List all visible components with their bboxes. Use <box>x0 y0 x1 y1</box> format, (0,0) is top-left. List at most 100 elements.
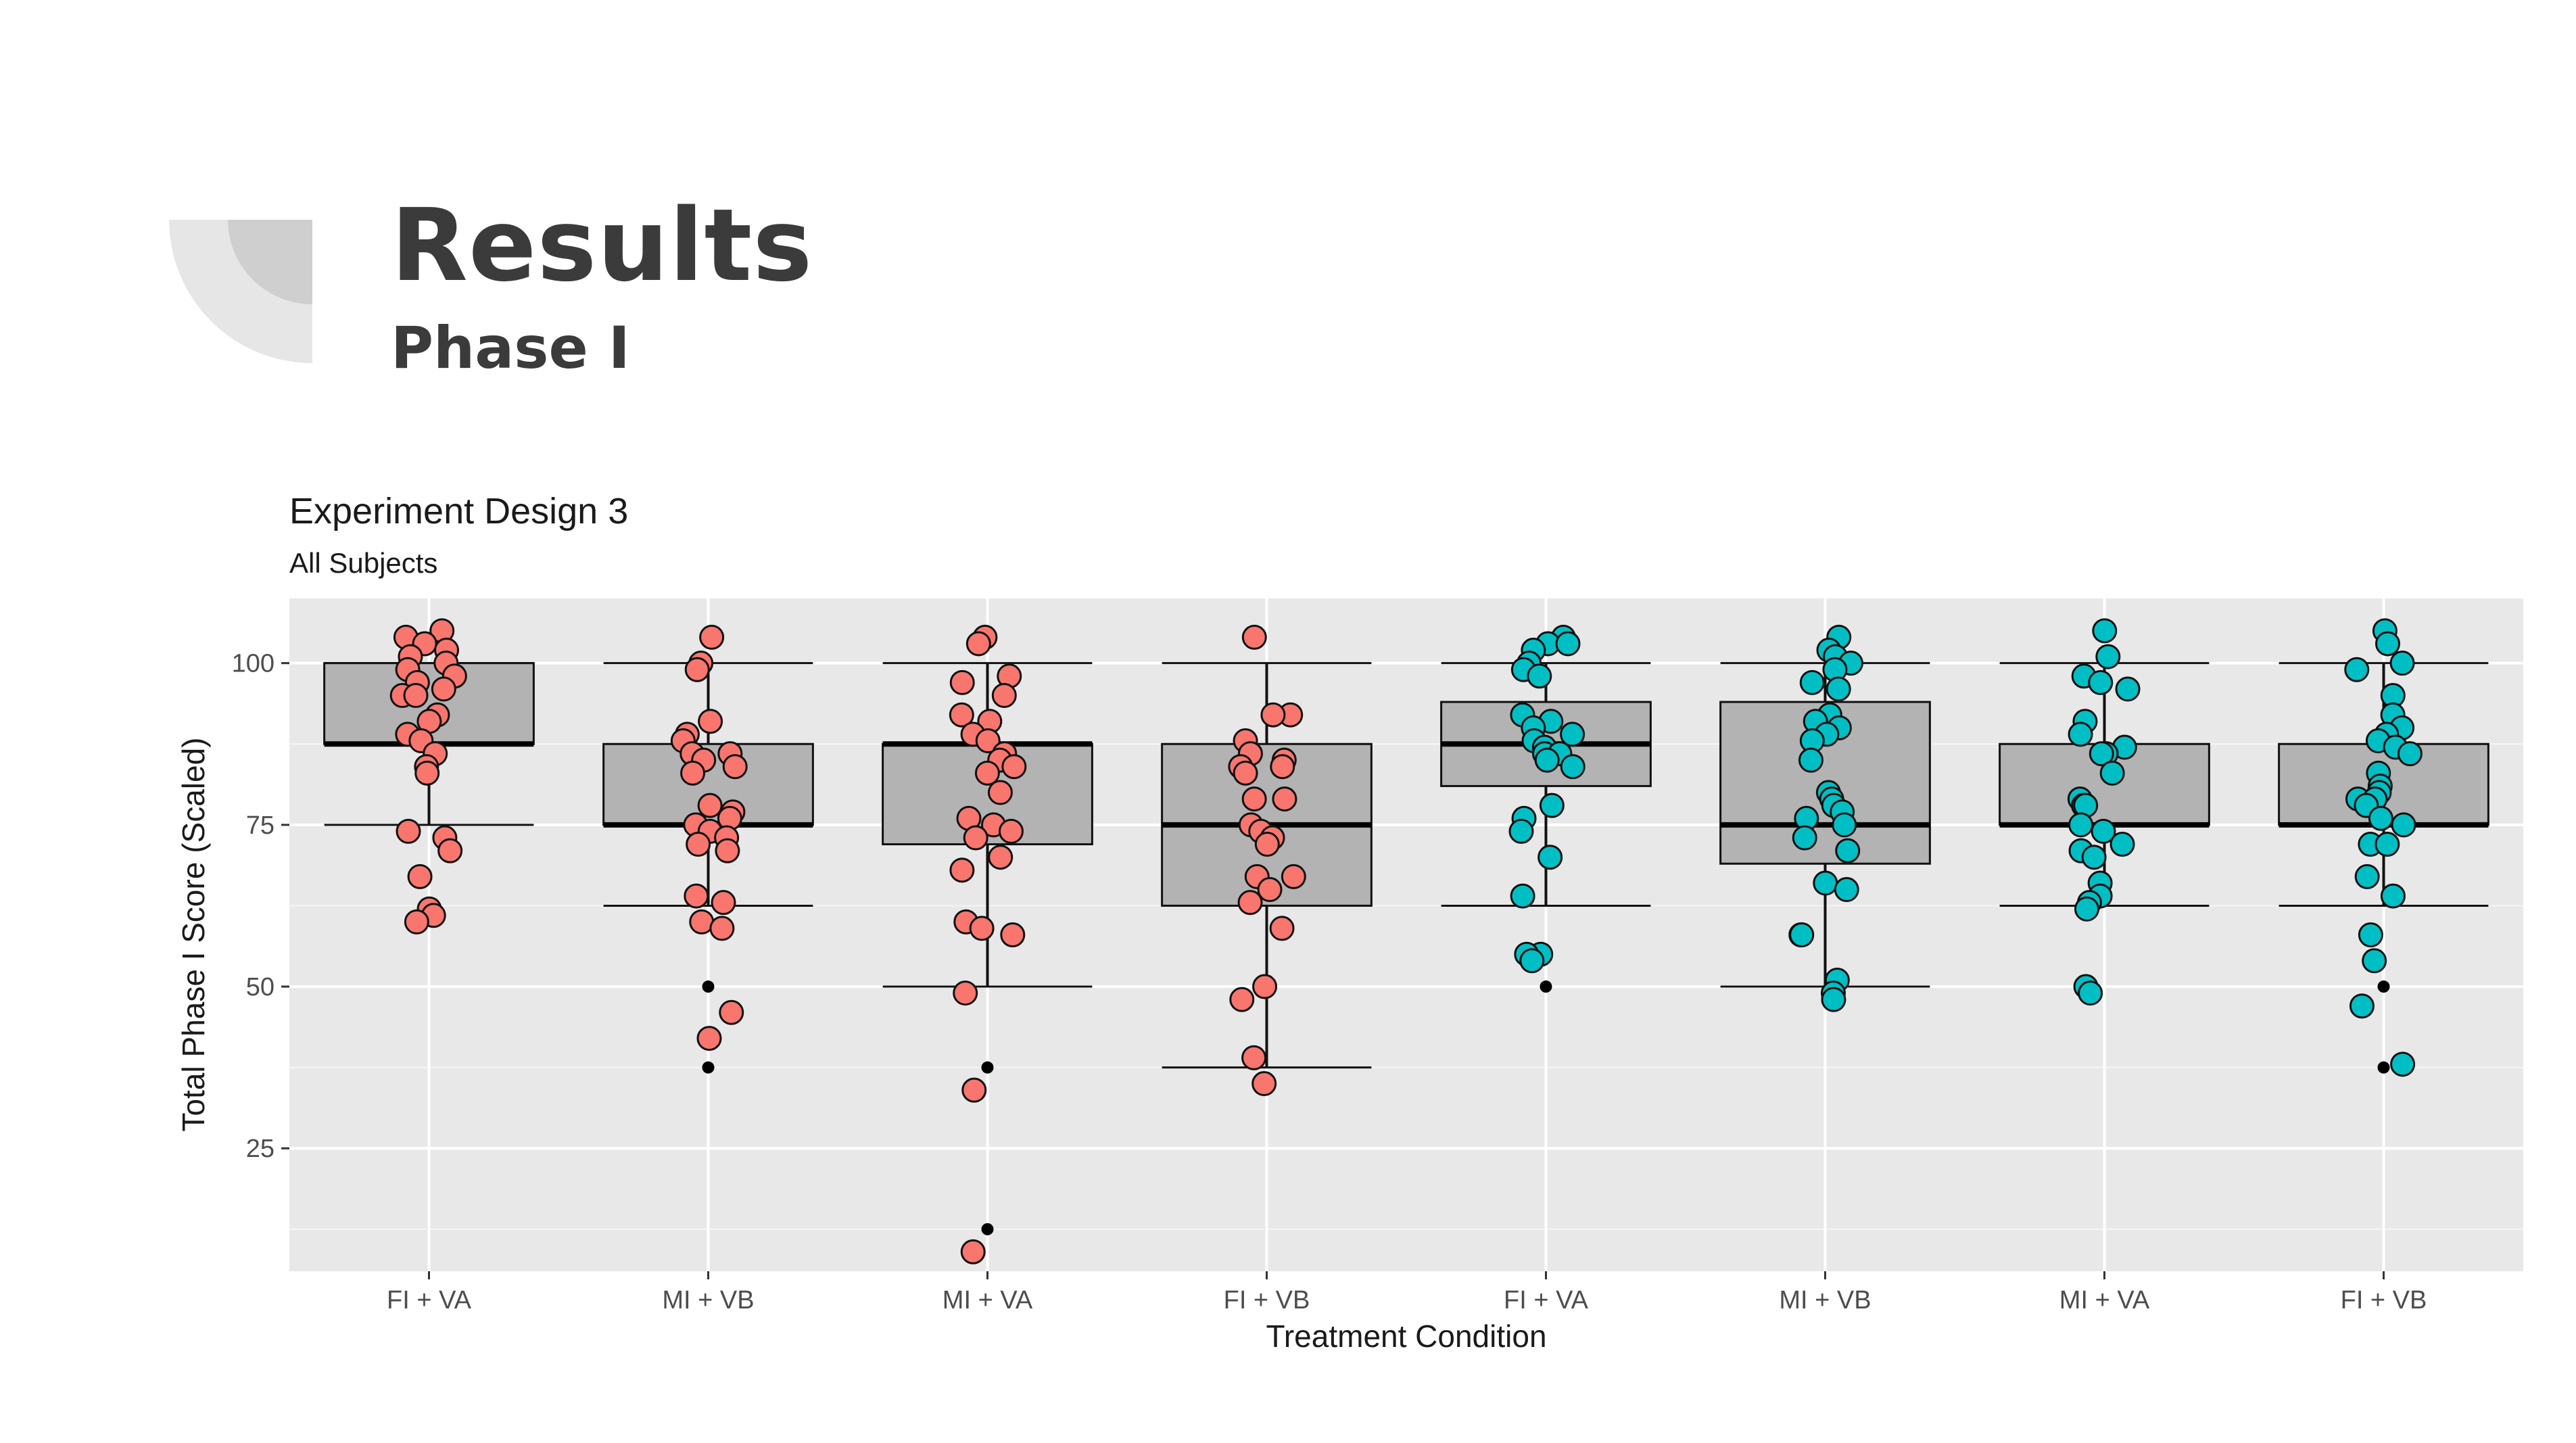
y-tick-label: 50 <box>246 973 275 1001</box>
data-point <box>1241 786 1267 812</box>
chart-subtitle: All Subjects <box>289 547 437 579</box>
data-point <box>1555 631 1581 657</box>
x-tick-label: MI + VA <box>943 1286 1033 1315</box>
data-point <box>1000 922 1026 947</box>
data-point <box>396 818 421 844</box>
data-point <box>1826 676 1851 702</box>
plot-panel <box>289 598 2523 1271</box>
data-point <box>1241 1045 1267 1070</box>
data-point <box>1835 838 1861 864</box>
data-point <box>1252 974 1278 999</box>
data-point <box>991 683 1017 709</box>
data-point <box>965 631 991 657</box>
data-point <box>1270 754 1295 780</box>
data-point <box>715 838 740 864</box>
data-point <box>1251 1071 1277 1097</box>
data-point <box>961 1077 987 1103</box>
data-point <box>949 702 974 728</box>
data-point <box>1001 754 1027 780</box>
data-point <box>974 760 1000 786</box>
data-point <box>960 1239 986 1264</box>
data-point <box>1237 890 1263 916</box>
data-point <box>2354 864 2380 889</box>
x-tick-label: FI + VB <box>1224 1286 1310 1315</box>
data-point <box>2397 741 2423 767</box>
data-point <box>2368 805 2393 831</box>
data-point <box>2375 631 2400 657</box>
data-point <box>696 1026 722 1051</box>
data-point <box>404 909 429 935</box>
data-point <box>2115 676 2141 702</box>
data-point <box>680 760 706 786</box>
data-point <box>1510 883 1535 909</box>
data-point <box>722 754 748 780</box>
outlier-point <box>981 1223 994 1235</box>
data-point <box>1560 754 1585 780</box>
outlier-point <box>981 1061 994 1074</box>
data-point <box>2389 650 2415 676</box>
outlier-point <box>2377 1061 2390 1074</box>
y-axis-ticks: 25 50 75 100 <box>232 650 289 1163</box>
data-point <box>1269 916 1295 941</box>
data-point <box>2068 812 2094 838</box>
data-point <box>414 760 440 786</box>
x-axis-ticks: FI + VA MI + VB MI + VA FI + VB FI + VA MI + … <box>387 1271 2427 1315</box>
jitter-points <box>389 618 2423 1264</box>
data-point <box>1537 845 1563 870</box>
data-point <box>2344 657 2370 682</box>
data-point <box>1260 702 1286 728</box>
y-tick-label: 75 <box>246 811 275 840</box>
data-point <box>969 916 995 941</box>
data-point <box>1281 864 1306 889</box>
data-point <box>431 676 456 702</box>
data-point <box>2095 644 2121 669</box>
data-point <box>2380 883 2406 909</box>
slide-title: Results <box>391 187 813 304</box>
y-axis-label: Total Phase I Score (Scaled) <box>176 738 211 1132</box>
data-point <box>2349 993 2375 1019</box>
data-point <box>2074 896 2099 922</box>
data-point <box>2089 741 2114 767</box>
data-point <box>975 728 1001 753</box>
data-point <box>1539 793 1565 818</box>
data-point <box>684 657 710 682</box>
x-tick-label: MI + VB <box>662 1286 754 1315</box>
data-point <box>2091 818 2116 844</box>
data-point <box>699 624 725 650</box>
outlier-point <box>702 1061 715 1074</box>
data-point <box>949 669 975 695</box>
data-point <box>1233 760 1258 786</box>
data-point <box>2078 980 2103 1006</box>
data-point <box>698 709 723 734</box>
data-point <box>697 793 723 818</box>
data-point <box>1229 987 1255 1012</box>
data-point <box>988 845 1013 870</box>
data-point <box>1799 669 1825 695</box>
data-point <box>2081 845 2107 870</box>
data-point <box>1254 832 1280 857</box>
data-point <box>1832 812 1857 838</box>
data-point <box>407 864 433 889</box>
data-point <box>684 883 709 909</box>
data-point <box>2362 948 2387 974</box>
x-tick-label: FI + VA <box>387 1286 472 1315</box>
data-point <box>709 916 735 941</box>
data-point <box>1792 825 1817 851</box>
data-point <box>1813 870 1838 896</box>
x-tick-label: MI + VB <box>1779 1286 1871 1315</box>
data-point <box>1560 722 1585 747</box>
data-point <box>2099 760 2125 786</box>
data-point <box>1789 922 1815 947</box>
data-point <box>949 857 975 883</box>
decorative-quarter-circle <box>169 220 312 363</box>
data-point <box>403 683 429 709</box>
outlier-point <box>702 980 715 993</box>
data-point <box>1534 747 1560 773</box>
chart-title: Experiment Design 3 <box>289 491 628 531</box>
data-point <box>2088 669 2114 695</box>
x-tick-label: FI + VA <box>1504 1286 1589 1315</box>
data-point <box>2390 1051 2416 1077</box>
data-point <box>686 832 711 857</box>
data-point <box>437 838 463 864</box>
